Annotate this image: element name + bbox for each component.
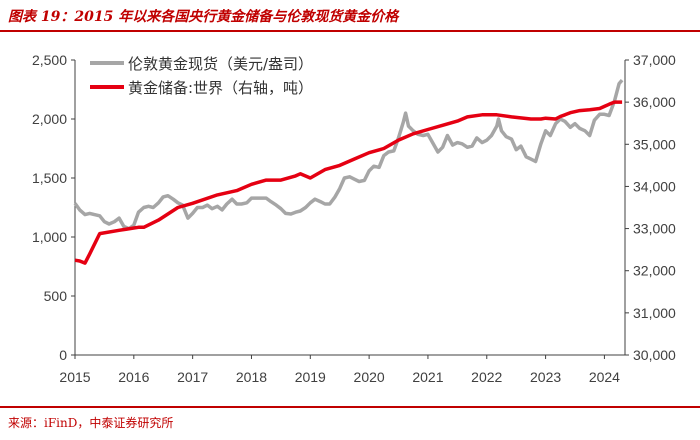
right-axis-tick-label: 32,000	[633, 263, 676, 279]
x-axis-tick-label: 2023	[530, 369, 561, 385]
left-axis-tick-label: 500	[44, 288, 68, 304]
x-axis-tick-label: 2015	[59, 369, 90, 385]
left-axis-tick-label: 0	[59, 347, 67, 363]
right-axis-tick-label: 31,000	[633, 305, 676, 321]
x-axis-tick-label: 2024	[589, 369, 620, 385]
x-axis-tick-label: 2017	[177, 369, 208, 385]
source-note: 来源：iFinD，中泰证券研究所	[8, 416, 174, 430]
left-axis-tick-label: 1,500	[32, 170, 67, 186]
right-axis-tick-label: 30,000	[633, 347, 676, 363]
chart-legend: 伦敦黄金现货（美元/盎司） 黄金储备:世界（右轴，吨）	[90, 55, 313, 97]
left-axis-tick-label: 1,000	[32, 229, 67, 245]
legend-label-gold: 伦敦黄金现货（美元/盎司）	[128, 55, 313, 73]
gold-price-line	[73, 78, 624, 231]
right-axis-tick-label: 35,000	[633, 136, 676, 152]
right-axis-tick-label: 34,000	[633, 178, 676, 194]
x-axis-tick-label: 2018	[236, 369, 267, 385]
tick-labels: 0 500 1,000 1,500 2,000 2,500 30,000 31,000 32,0…	[32, 52, 676, 385]
x-axis-tick-label: 2021	[412, 369, 443, 385]
x-axis-tick-label: 2016	[118, 369, 149, 385]
right-axis-tick-label: 33,000	[633, 221, 676, 237]
left-axis-tick-label: 2,000	[32, 111, 67, 127]
title-rule	[0, 30, 700, 32]
gold-reserve-line	[74, 100, 623, 265]
source-rule	[0, 406, 700, 408]
chart-title: 图表 19：2015 年以来各国央行黄金储备与伦敦现货黄金价格	[8, 9, 399, 25]
right-axis-tick-label: 36,000	[633, 94, 676, 110]
x-axis-tick-label: 2022	[471, 369, 502, 385]
x-axis-tick-label: 2019	[295, 369, 326, 385]
chart-axes	[71, 59, 629, 359]
right-axis-tick-label: 37,000	[633, 52, 676, 68]
legend-label-reserve: 黄金储备:世界（右轴，吨）	[128, 79, 313, 97]
left-axis-tick-label: 2,500	[32, 52, 67, 68]
x-axis-tick-label: 2020	[354, 369, 385, 385]
